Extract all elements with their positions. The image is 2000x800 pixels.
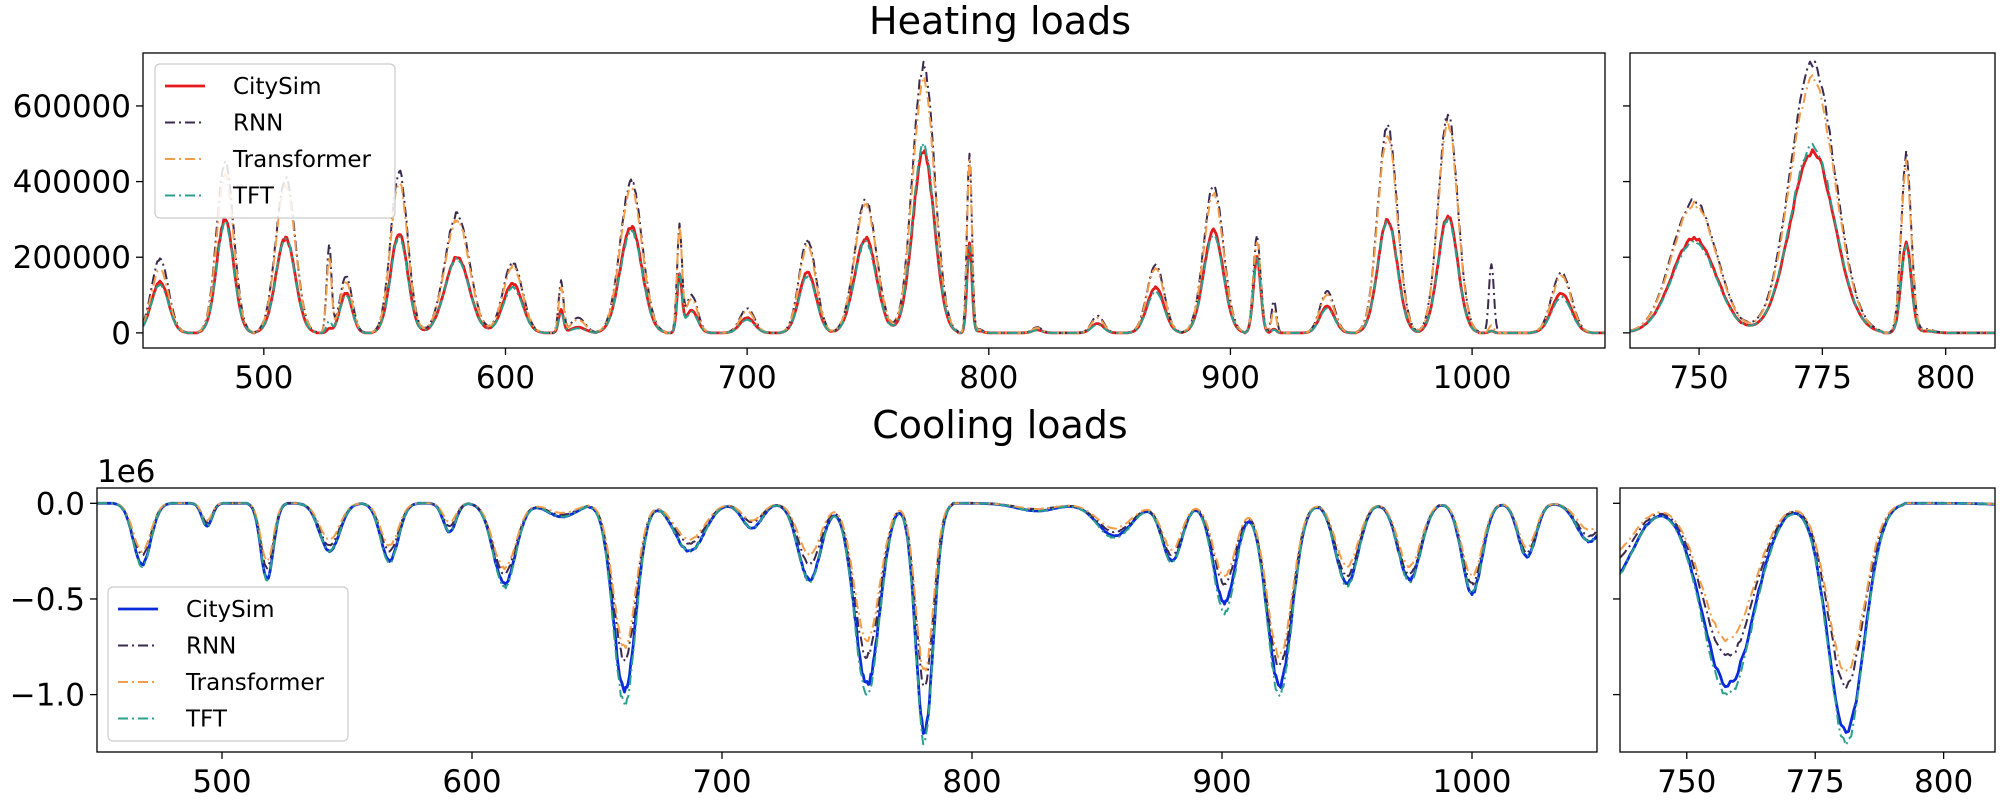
cooling-title: Cooling loads xyxy=(872,403,1127,447)
heating-main-panel: 500 600 700 800 900 1000 0 200000 400000 600000 xyxy=(13,52,1606,396)
heating-zoom-xtick-label: 775 xyxy=(1793,360,1852,396)
heating-main-xtick-label: 900 xyxy=(1201,360,1260,396)
heating-legend: CitySim RNN Transformer TFT xyxy=(154,63,396,219)
heating-main-ytick-label: 200000 xyxy=(13,240,131,276)
cooling-main-panel: 500 600 700 800 900 1000 0.0 −0.5 −1.0 xyxy=(10,486,1598,800)
cooling-zoom-series-tft xyxy=(1620,502,1995,747)
cooling-main-ytick-label: −1.0 xyxy=(10,678,85,714)
cooling-zoom-panel: 750 775 800 xyxy=(1613,487,1996,800)
heating-zoom-series-citysim xyxy=(1630,148,1995,335)
heating-main-ytick-label: 0 xyxy=(111,316,131,352)
cooling-legend-label-rnn: RNN xyxy=(186,634,236,660)
cooling-zoom-axes-frame xyxy=(1619,487,1996,753)
cooling-legend-label-transformer: Transformer xyxy=(185,670,325,696)
heating-main-xtick-label: 700 xyxy=(718,360,777,396)
cooling-main-xtick-label: 800 xyxy=(942,764,1001,800)
cooling-main-xtick-label: 500 xyxy=(192,764,251,800)
cooling-main-xtick-label: 900 xyxy=(1192,764,1251,800)
heating-main-series-tft xyxy=(143,142,1605,334)
cooling-legend-label-citysim: CitySim xyxy=(186,597,274,623)
cooling-zoom-xtick-label: 750 xyxy=(1657,764,1716,800)
cooling-main-xtick-label: 700 xyxy=(692,764,751,800)
heating-legend-box xyxy=(154,63,396,219)
cooling-main-series-tft xyxy=(97,502,1597,746)
cooling-legend-label-tft: TFT xyxy=(185,707,228,733)
cooling-main-ytick-label: −0.5 xyxy=(10,582,85,618)
heating-main-xtick-label: 800 xyxy=(959,360,1018,396)
heating-zoom-series-tft xyxy=(1630,142,1995,334)
heating-main-axes-frame xyxy=(142,52,1606,349)
heating-main-ytick-label: 400000 xyxy=(13,165,131,201)
heating-main-xtick-label: 1000 xyxy=(1433,360,1512,396)
heating-legend-label-rnn: RNN xyxy=(233,111,283,137)
cooling-legend: CitySim RNN Transformer TFT xyxy=(107,586,349,742)
heating-zoom-series-rnn xyxy=(1630,60,1995,334)
heating-zoom-axes-frame xyxy=(1629,52,1996,349)
heating-zoom-panel: 750 775 800 xyxy=(1623,52,1996,396)
cooling-offset-label: 1e6 xyxy=(97,454,156,490)
heating-zoom-series-transformer xyxy=(1630,74,1995,334)
cooling-zoom-series-citysim xyxy=(1620,501,1995,734)
cooling-zoom-xtick-label: 775 xyxy=(1786,764,1845,800)
cooling-main-xtick-label: 600 xyxy=(442,764,501,800)
heating-main-ytick-label: 600000 xyxy=(13,89,131,125)
heating-legend-label-citysim: CitySim xyxy=(233,74,321,100)
cooling-main-xtick-label: 1000 xyxy=(1433,764,1512,800)
cooling-main-series-transformer xyxy=(97,502,1597,672)
cooling-main-ytick-label: 0.0 xyxy=(36,486,85,522)
heating-title: Heating loads xyxy=(869,0,1131,43)
cooling-main-axes-frame xyxy=(96,487,1598,753)
heating-zoom-xtick-label: 750 xyxy=(1669,360,1728,396)
cooling-zoom-xtick-label: 800 xyxy=(1914,764,1973,800)
heating-zoom-xtick-label: 800 xyxy=(1916,360,1975,396)
heating-main-series-transformer xyxy=(143,75,1605,334)
heating-main-xtick-label: 500 xyxy=(234,360,293,396)
heating-main-xtick-label: 600 xyxy=(476,360,535,396)
heating-legend-label-transformer: Transformer xyxy=(232,147,372,173)
cooling-legend-box xyxy=(107,586,349,742)
heating-legend-label-tft: TFT xyxy=(232,184,275,210)
